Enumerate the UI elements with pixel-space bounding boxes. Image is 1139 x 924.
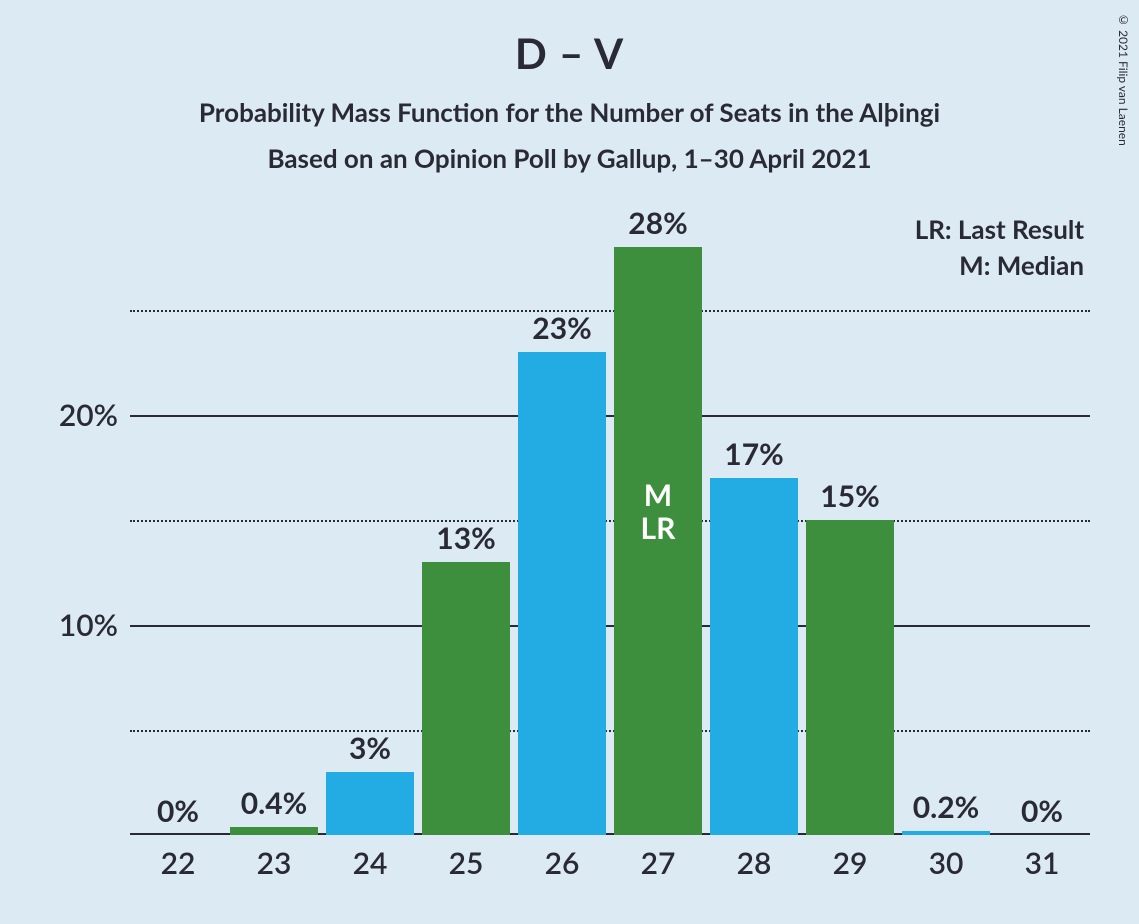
bar: 3% xyxy=(326,772,414,835)
x-tick-label: 26 xyxy=(545,845,580,881)
x-tick-label: 28 xyxy=(737,845,772,881)
major-gridline xyxy=(130,415,1090,417)
minor-gridline xyxy=(130,520,1090,522)
bar: 23% xyxy=(518,352,606,835)
bar-value-label: 17% xyxy=(724,436,783,472)
plot-wrap: LR: Last Result M: Median 10% 20% 0% 0.4% 3%… xyxy=(40,205,1110,885)
bar: 17% xyxy=(710,478,798,835)
x-tick-label: 22 xyxy=(161,845,196,881)
plot-area: LR: Last Result M: Median 10%20%0%0.4%3%… xyxy=(130,205,1090,835)
bar-mark: MLR xyxy=(641,479,676,545)
x-tick-label: 27 xyxy=(641,845,676,881)
bar: 13% xyxy=(422,562,510,835)
x-tick-label: 29 xyxy=(833,845,868,881)
x-tick-label: 31 xyxy=(1025,845,1060,881)
x-tick-label: 30 xyxy=(929,845,964,881)
bar-value-label: 15% xyxy=(820,478,879,514)
bar: 0.2% xyxy=(902,831,990,835)
minor-gridline xyxy=(130,310,1090,312)
bar: 28%MLR xyxy=(614,247,702,835)
bar-value-label: 0.4% xyxy=(241,785,308,821)
x-tick-label: 24 xyxy=(353,845,388,881)
bar-value-label: 0% xyxy=(157,793,199,829)
bar-value-label: 28% xyxy=(628,205,687,241)
y-tick-label: 20% xyxy=(59,397,118,433)
bar: 15% xyxy=(806,520,894,835)
x-tick-label: 23 xyxy=(257,845,292,881)
legend-m: M: Median xyxy=(915,247,1084,283)
bar-value-label: 3% xyxy=(349,730,391,766)
legend: LR: Last Result M: Median xyxy=(915,211,1084,284)
legend-lr: LR: Last Result xyxy=(915,211,1084,247)
chart-subtitle-2: Based on an Opinion Poll by Gallup, 1–30… xyxy=(0,142,1139,174)
x-tick-label: 25 xyxy=(449,845,484,881)
bar-value-label: 0.2% xyxy=(913,789,980,825)
chart-subtitle-1: Probability Mass Function for the Number… xyxy=(0,96,1139,128)
chart-title: D – V xyxy=(0,0,1139,78)
bar: 0.4% xyxy=(230,827,318,835)
bar-value-label: 23% xyxy=(532,310,591,346)
minor-gridline xyxy=(130,730,1090,732)
major-gridline xyxy=(130,625,1090,627)
bar-value-label: 13% xyxy=(436,520,495,556)
y-tick-label: 10% xyxy=(59,607,118,643)
copyright-text: © 2021 Filip van Laenen xyxy=(1116,12,1131,146)
bar-value-label: 0% xyxy=(1021,793,1063,829)
